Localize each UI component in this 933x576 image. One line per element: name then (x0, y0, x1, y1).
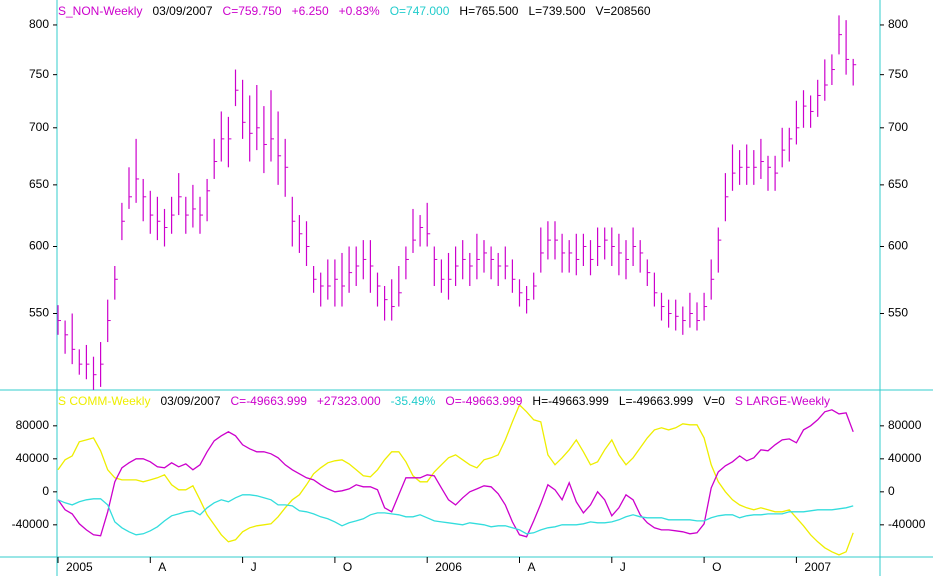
y-tick-label-right: 650 (888, 177, 908, 191)
header-item: 03/09/2007 (152, 4, 213, 18)
y-tick-label-right: 550 (888, 306, 908, 320)
y-tick-label: 750 (29, 67, 49, 81)
y-tick-label: 80000 (16, 418, 50, 432)
header-item: O=747.000 (389, 4, 450, 18)
y-tick-label-right: 0 (888, 484, 895, 498)
legend-entry: S COMM-Weekly (58, 394, 151, 408)
y-tick-label: 600 (29, 239, 49, 253)
top-header: S_NON-Weekly 03/09/2007 C=759.750 +6.250 +0.… (58, 4, 651, 18)
x-tick-label: A (158, 560, 166, 574)
series-line (57, 494, 854, 536)
x-tick-label: A (528, 560, 536, 574)
header-item: V=208560 (595, 4, 651, 18)
y-tick-label-right: 800 (888, 17, 908, 31)
header-item: -35.49% (390, 394, 436, 408)
y-tick-label: -40000 (12, 517, 50, 531)
header-item: H=765.500 (459, 4, 519, 18)
y-tick-label: 800 (29, 17, 49, 31)
y-tick-label-right: 750 (888, 67, 908, 81)
x-tick-label: 2007 (804, 560, 831, 574)
y-tick-label: 650 (29, 177, 49, 191)
header-item: H=-49663.999 (532, 394, 609, 408)
x-tick-label: J (251, 560, 257, 574)
x-tick-label: O (712, 560, 721, 574)
header-item: C=-49663.999 (230, 394, 307, 408)
y-tick-label: 40000 (16, 451, 50, 465)
y-tick-label-right: 700 (888, 120, 908, 134)
bottom-header: S COMM-Weekly 03/09/2007 C=-49663.999 +2732… (58, 394, 830, 408)
x-tick-label: 2005 (66, 560, 93, 574)
legend-entry: S LARGE-Weekly (734, 394, 831, 408)
header-item: L=-49663.999 (618, 394, 694, 408)
header-item: S_NON-Weekly (58, 4, 143, 18)
y-tick-label-right: 40000 (888, 451, 922, 465)
series-line (57, 403, 854, 556)
y-tick-label-right: -40000 (888, 517, 926, 531)
y-tick-label: 0 (42, 484, 49, 498)
y-tick-label: 700 (29, 120, 49, 134)
y-tick-label-right: 600 (888, 239, 908, 253)
x-tick-label: J (620, 560, 626, 574)
y-tick-label: 550 (29, 306, 49, 320)
header-item: +6.250 (291, 4, 329, 18)
x-tick-label: O (343, 560, 352, 574)
header-item: L=739.500 (528, 4, 586, 18)
x-tick-label: 2006 (435, 560, 462, 574)
header-item: +27323.000 (316, 394, 381, 408)
y-tick-label-right: 80000 (888, 418, 922, 432)
header-item: C=759.750 (222, 4, 282, 18)
header-item: O=-49663.999 (445, 394, 523, 408)
header-item: V=0 (703, 394, 725, 408)
series-line (57, 409, 854, 538)
header-item: 03/09/2007 (160, 394, 221, 408)
header-item: +0.83% (338, 4, 380, 18)
